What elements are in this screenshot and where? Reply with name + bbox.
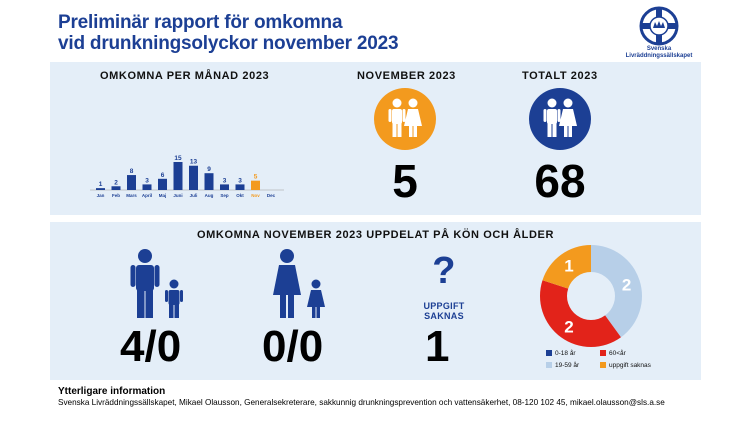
month-tick-label: Juni (173, 193, 182, 198)
bar-value-label: 8 (130, 168, 134, 175)
bar-aug (204, 173, 214, 190)
female-adult-child-icon (273, 249, 325, 318)
bar-mars (127, 175, 136, 190)
total-circle (529, 88, 591, 150)
bar-maj (158, 178, 167, 190)
month-tick-label: Juli (190, 193, 198, 198)
legend-label: uppgift saknas (609, 362, 651, 369)
info-title: Ytterligare information (58, 386, 166, 397)
unknown-label-line-1: UPPGIFT (423, 301, 465, 311)
monthly-bar-chart: 1 Jan 2 Feb 8 Mars 3 April 6 Maj 15 Juni 13 Juli 9 Aug 3… (90, 155, 284, 198)
donut-slice-label: 1 (564, 257, 573, 276)
age-donut-chart: 2 2 1 (540, 245, 642, 347)
month-tick-label: Jan (97, 193, 105, 198)
bar-value-label: 2 (114, 179, 118, 186)
legend-item: uppgift saknas (600, 362, 651, 369)
male-adult-child-icon (130, 249, 183, 318)
bar-value-label: 3 (223, 177, 227, 184)
legend-swatch (546, 350, 552, 356)
november-heading: NOVEMBER 2023 (357, 70, 456, 82)
bar-jan (96, 188, 105, 190)
logo-line-1: Svenska (646, 46, 672, 52)
male-female-icon (543, 98, 577, 137)
female-ratio: 0/0 (262, 322, 324, 371)
question-mark-icon: ? (432, 250, 456, 292)
donut-slice-label: 2 (622, 275, 631, 294)
bar-value-label: 13 (190, 159, 198, 166)
bar-value-label: 5 (254, 174, 258, 181)
month-tick-label: Feb (112, 193, 120, 198)
bar-juli (189, 165, 198, 190)
legend-item: 0-18 år (546, 350, 576, 357)
title-line-1: Preliminär rapport för omkomna (58, 12, 343, 33)
bar-juni (173, 162, 183, 190)
year-total: 68 (534, 155, 586, 207)
bar-nov (251, 180, 260, 190)
bar-value-label: 6 (161, 172, 165, 179)
unknown-value: 1 (425, 322, 450, 371)
bar-value-label: 15 (174, 155, 182, 162)
legend-label: 60<år (609, 350, 626, 357)
month-tick-label: Sep (220, 193, 229, 198)
bar-value-label: 9 (207, 166, 211, 173)
bar-value-label: 3 (238, 177, 242, 184)
bar-sep (220, 184, 229, 190)
bar-value-label: 3 (145, 177, 149, 184)
unknown-label-line-2: SAKNAS (424, 311, 464, 321)
male-female-icon (388, 98, 422, 137)
legend-item: 60<år (600, 350, 626, 357)
month-tick-label: Nov (251, 193, 260, 198)
bar-april (142, 184, 152, 190)
donut-slice-label: 2 (564, 317, 573, 336)
month-tick-label: Okt (236, 193, 244, 198)
legend-item: 19-59 år (546, 362, 579, 369)
logo-line-2: Livräddningssällskapet (625, 53, 693, 59)
breakdown-heading: OMKOMNA NOVEMBER 2023 UPPDELAT PÅ KÖN OC… (197, 229, 555, 241)
month-tick-label: Aug (205, 193, 214, 198)
legend-swatch (600, 362, 606, 368)
month-tick-label: Maj (159, 193, 167, 198)
monthly-heading: OMKOMNA PER MÅNAD 2023 (100, 70, 270, 82)
sls-logo: Svenska Livräddningssällskapet (619, 6, 699, 62)
donut-slice (540, 280, 621, 347)
month-tick-label: Mars (126, 193, 137, 198)
legend-swatch (546, 362, 552, 368)
title-line-2: vid drunkningsolyckor november 2023 (58, 33, 399, 54)
legend-label: 0-18 år (555, 350, 576, 357)
lifebuoy-crown-icon (639, 6, 679, 46)
info-text: Svenska Livräddningssällskapet, Mikael O… (58, 398, 665, 407)
male-ratio: 4/0 (120, 322, 182, 371)
legend-label: 19-59 år (555, 362, 580, 369)
donut-slice (542, 245, 591, 289)
page-title: Preliminär rapport för omkomna vid drunk… (58, 12, 399, 54)
bar-okt (235, 184, 245, 190)
month-tick-label: Dec (267, 193, 276, 198)
november-circle (374, 88, 436, 150)
total-heading: TOTALT 2023 (522, 70, 598, 82)
month-tick-label: April (142, 193, 152, 198)
november-total: 5 (392, 155, 418, 207)
bar-value-label: 1 (99, 181, 103, 188)
bar-feb (111, 186, 121, 190)
donut-slice (591, 245, 642, 338)
legend-swatch (600, 350, 606, 356)
